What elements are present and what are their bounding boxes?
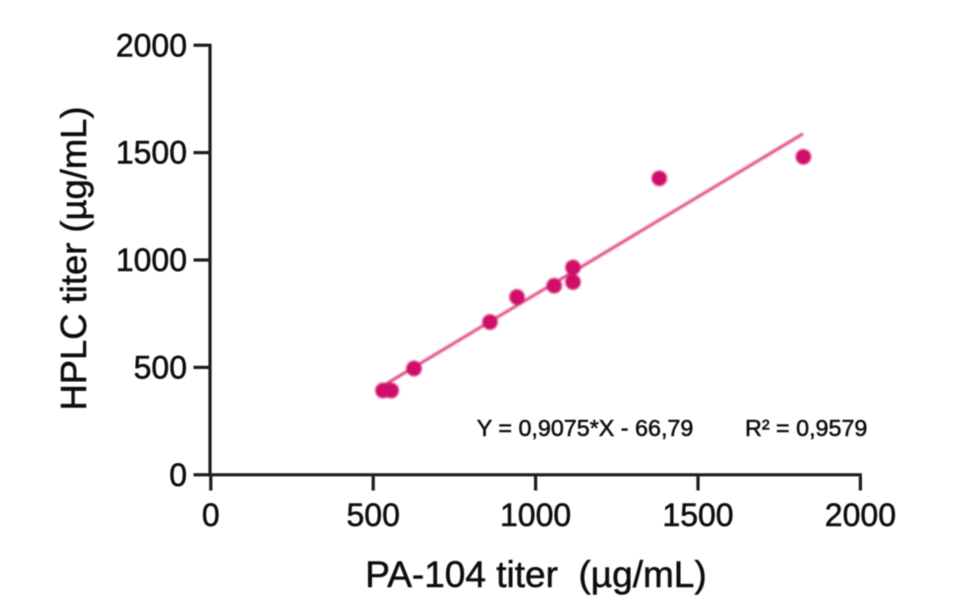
svg-text:1500: 1500 (116, 135, 187, 171)
svg-text:2000: 2000 (825, 497, 896, 533)
svg-text:500: 500 (347, 497, 400, 533)
svg-text:HPLC titer (µg/mL): HPLC titer (µg/mL) (53, 106, 94, 410)
svg-text:1000: 1000 (116, 242, 187, 278)
svg-text:PA-104 titer (µg/mL): PA-104 titer (µg/mL) (365, 554, 706, 595)
svg-text:500: 500 (134, 350, 187, 386)
svg-text:Y = 0,9075*X - 66,79: Y = 0,9075*X - 66,79 (477, 415, 694, 441)
svg-text:R² = 0,9579: R² = 0,9579 (745, 415, 867, 441)
svg-text:1000: 1000 (500, 497, 571, 533)
svg-text:1500: 1500 (662, 497, 733, 533)
svg-text:2000: 2000 (116, 27, 187, 63)
svg-text:0: 0 (202, 497, 220, 533)
svg-text:0: 0 (169, 457, 187, 493)
